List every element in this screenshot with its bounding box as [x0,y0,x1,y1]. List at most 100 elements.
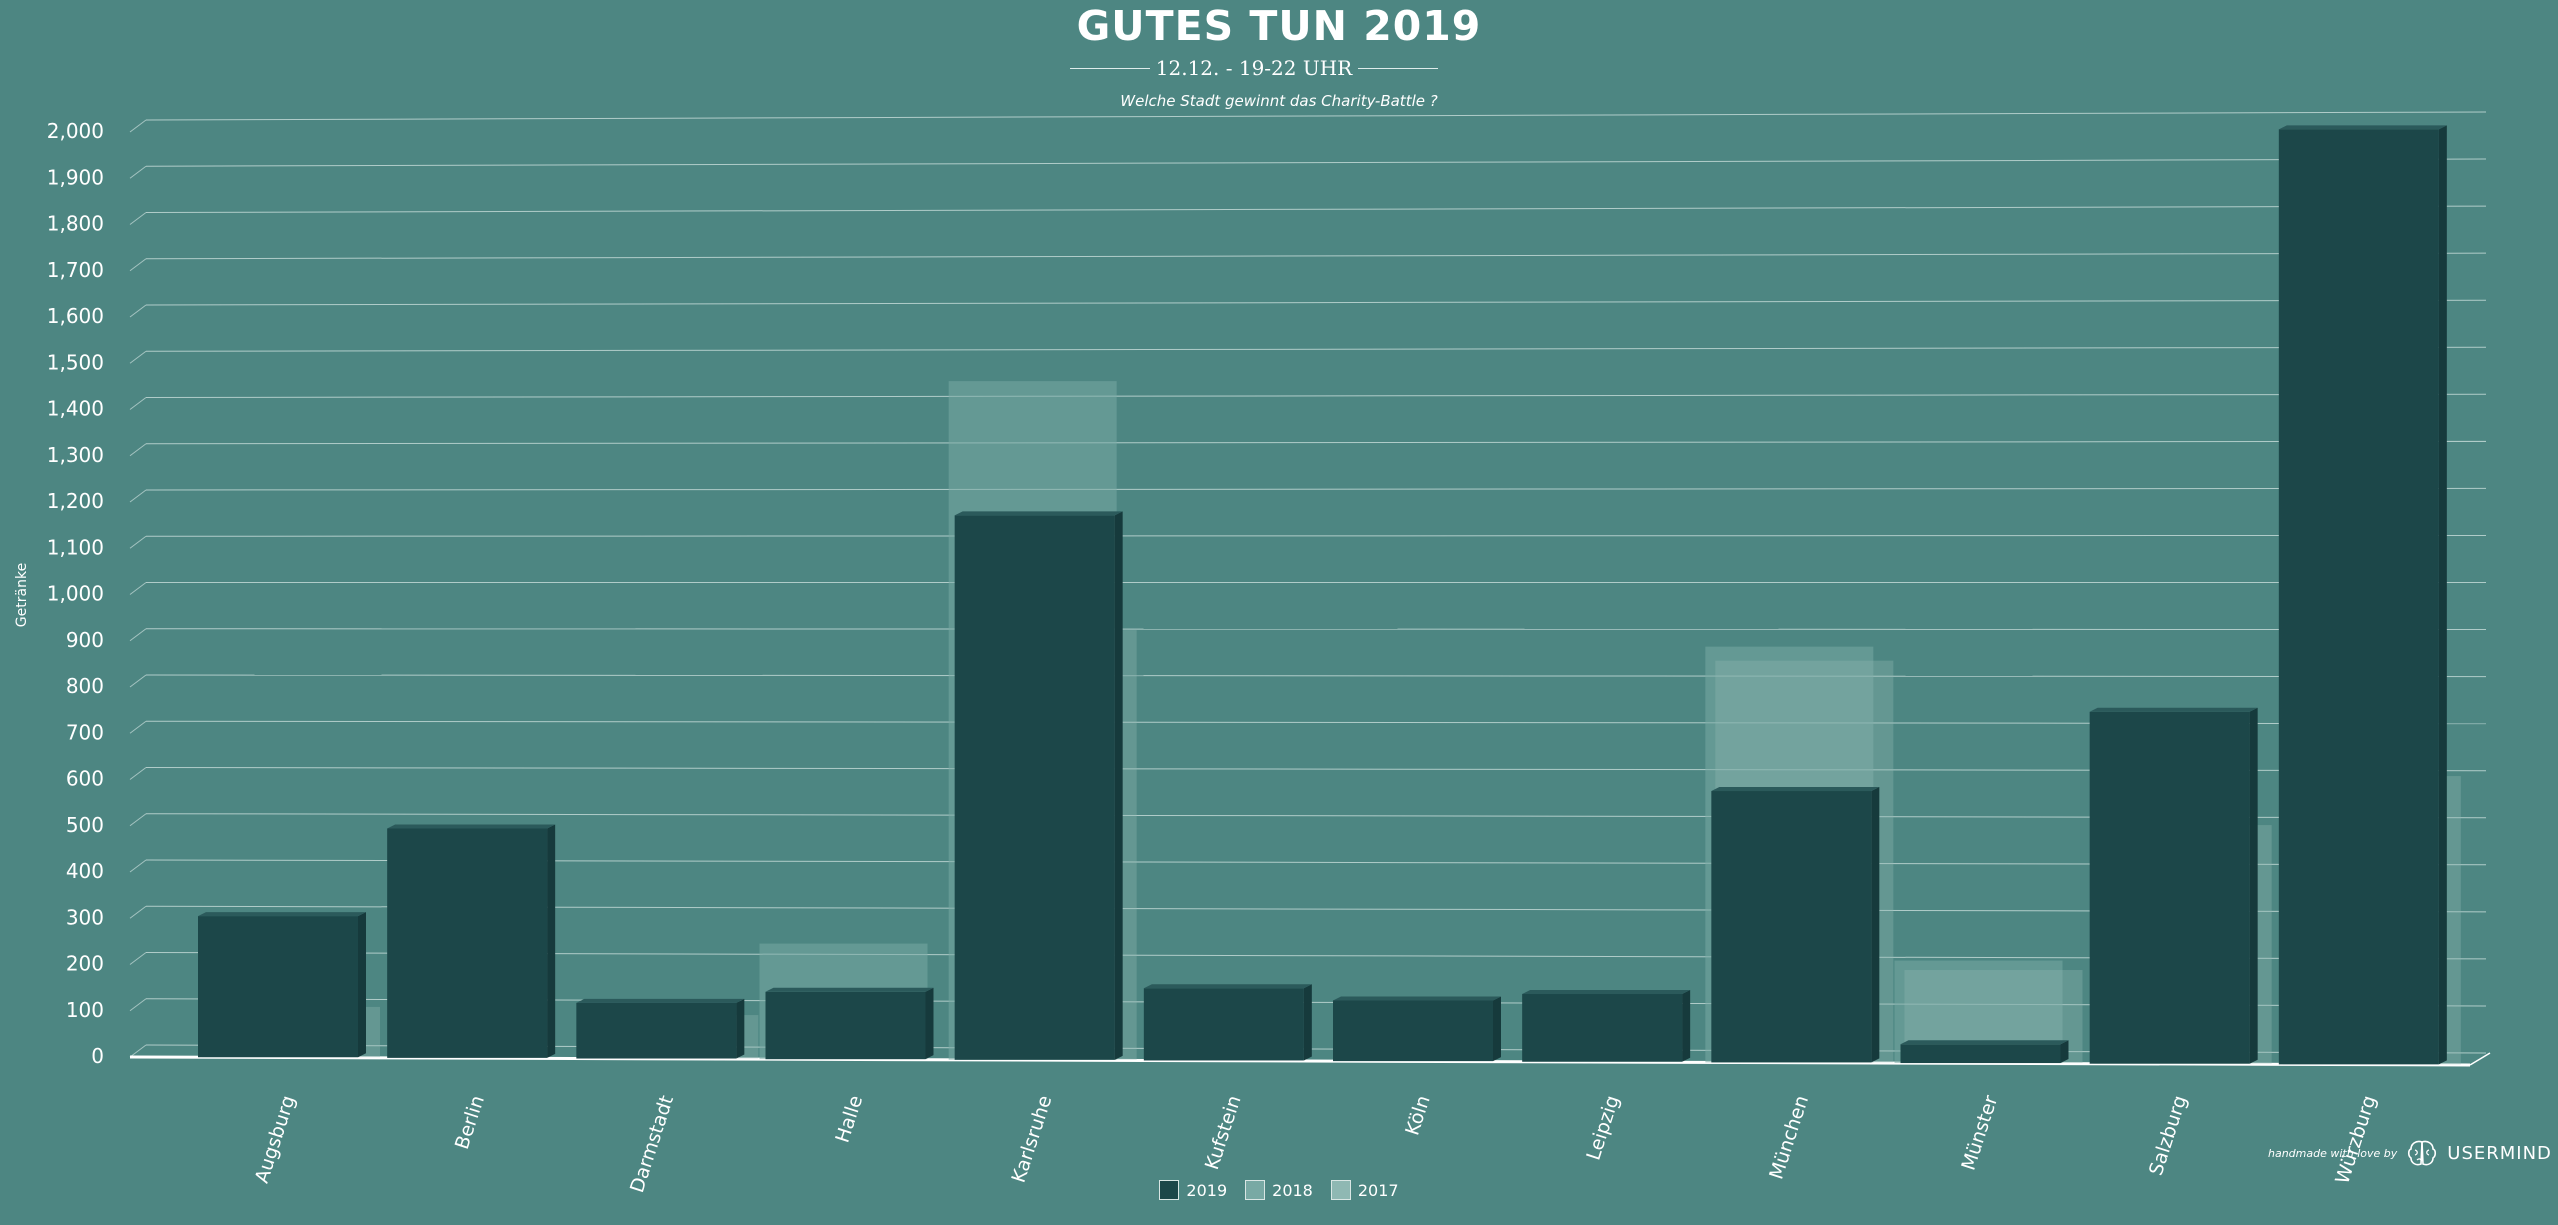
legend-label: 2019 [1186,1180,1228,1200]
gridline [145,487,2487,491]
x-axis-corner [2469,1052,2491,1066]
gridline-tick [129,720,147,734]
bar-2019-top-darmstadt [576,998,745,1003]
bar-2019-leipzig [1522,994,1683,1062]
subtitle-row: 12.12. - 19-22 UHR [1070,53,1438,83]
gridline-tick [129,350,147,364]
bar-2019-side-salzburg [2249,707,2258,1064]
bar-2019-top-halle [765,987,934,992]
gridline-tick [129,628,147,642]
legend-label: 2018 [1272,1180,1313,1200]
x-tick-label: Augsburg [251,1093,300,1186]
legend-swatch [1159,1180,1180,1200]
gridline [145,674,2487,678]
gridline-tick [129,859,147,873]
bar-2019-side-berlin [547,824,556,1058]
bar-2019-top-salzburg [2089,707,2258,712]
gridline-tick [129,767,147,780]
gridline-tick [129,674,147,688]
bar-2019-side-münchen [1871,787,1880,1063]
legend-swatch [1245,1180,1266,1200]
legend-item-2018[interactable]: 2018 [1245,1180,1313,1200]
x-tick-label: Kufstein [1201,1093,1246,1173]
gridline-tick [129,952,147,965]
legend-swatch [1330,1180,1351,1200]
y-tick-label: 1,900 [47,165,104,189]
gridline-tick [129,304,147,318]
y-tick-label: 300 [66,905,104,929]
subtitle-rule-right [1358,67,1438,69]
bar-2019-top-münster [1900,1040,2069,1045]
y-tick-label: 700 [66,720,104,744]
x-tick-label: Münster [1957,1093,2002,1174]
x-tick-label: Salzburg [2145,1093,2191,1178]
gridline-tick [129,582,147,595]
gridline-tick [129,212,147,225]
y-tick-label: 1,000 [47,582,104,606]
legend-label: 2017 [1357,1180,1399,1200]
y-tick-label: 1,400 [47,397,104,421]
bar-2019-kufstein [1143,988,1304,1061]
bar-2019-top-köln [1333,996,1501,1001]
gridline-tick [129,905,147,919]
gridline-tick [129,813,147,827]
y-tick-label: 1,300 [47,443,104,467]
gridline-tick [129,443,147,457]
gridline-tick [129,258,147,272]
bar-2019-salzburg [2089,711,2250,1064]
bar-2019-top-leipzig [1522,990,1691,995]
gridline [145,534,2487,537]
bar-2019-münchen [1711,791,1872,1063]
gridline [145,628,2487,631]
bar-2019-top-kufstein [1143,984,1312,989]
page-title: GUTES TUN 2019 [1076,2,1482,50]
bar-2019-side-augsburg [358,912,366,1058]
bar-2019-side-darmstadt [736,998,745,1059]
y-tick-label: 1,600 [47,304,104,328]
x-tick-label: Halle [831,1093,867,1146]
x-tick-label: Köln [1401,1093,1434,1138]
bar-2019-berlin [387,828,548,1058]
y-tick-label: 200 [66,952,104,976]
legend-item-2019[interactable]: 2019 [1159,1180,1227,1200]
credit-text: handmade with love by [2268,1146,2398,1160]
bar-2019-top-augsburg [198,912,366,917]
gridline-tick [129,1044,147,1058]
bar-2019-side-würzburg [2438,125,2447,1065]
y-tick-label: 1,200 [47,489,104,513]
x-axis-line [129,1055,2471,1067]
gridline [145,440,2487,445]
bar-2019-halle [765,991,926,1060]
gridline [145,158,2487,167]
gridline-tick [129,397,147,410]
x-tick-label: Berlin [451,1093,489,1152]
subtitle-rule-left [1070,67,1150,69]
bar-2019-side-leipzig [1682,990,1691,1062]
gridline-tick [129,119,147,133]
x-tick-label: Karlsruhe [1008,1093,1057,1186]
gridline [145,205,2487,213]
bar-2019-top-karlsruhe [954,511,1123,516]
y-tick-label: 0 [91,1044,104,1068]
chart-legend: 2019 2018 2017 [0,1180,2558,1200]
x-tick-label: München [1765,1093,1813,1182]
legend-item-2017[interactable]: 2017 [1330,1180,1399,1200]
credit-brand: USERMIND [2447,1142,2552,1164]
gridline-tick [129,998,147,1012]
y-axis-title: Getränke [14,563,30,627]
chart-question: Welche Stadt gewinnt das Charity-Battle … [1120,92,1438,110]
credit: handmade with love by USERMIND [2268,1136,2552,1170]
gridline [145,252,2487,260]
bar-2019-karlsruhe [954,515,1115,1060]
y-tick-label: 600 [66,767,104,791]
bar-2019-darmstadt [576,1002,737,1059]
y-tick-label: 900 [66,628,104,652]
bar-2019-münster [1900,1044,2061,1064]
gridline-tick [129,535,147,549]
gridline-tick [129,165,147,179]
bar-2019-top-berlin [387,824,556,829]
gridline [145,111,2487,121]
y-tick-label: 100 [66,998,104,1022]
bar-2019-top-würzburg [2278,125,2447,130]
